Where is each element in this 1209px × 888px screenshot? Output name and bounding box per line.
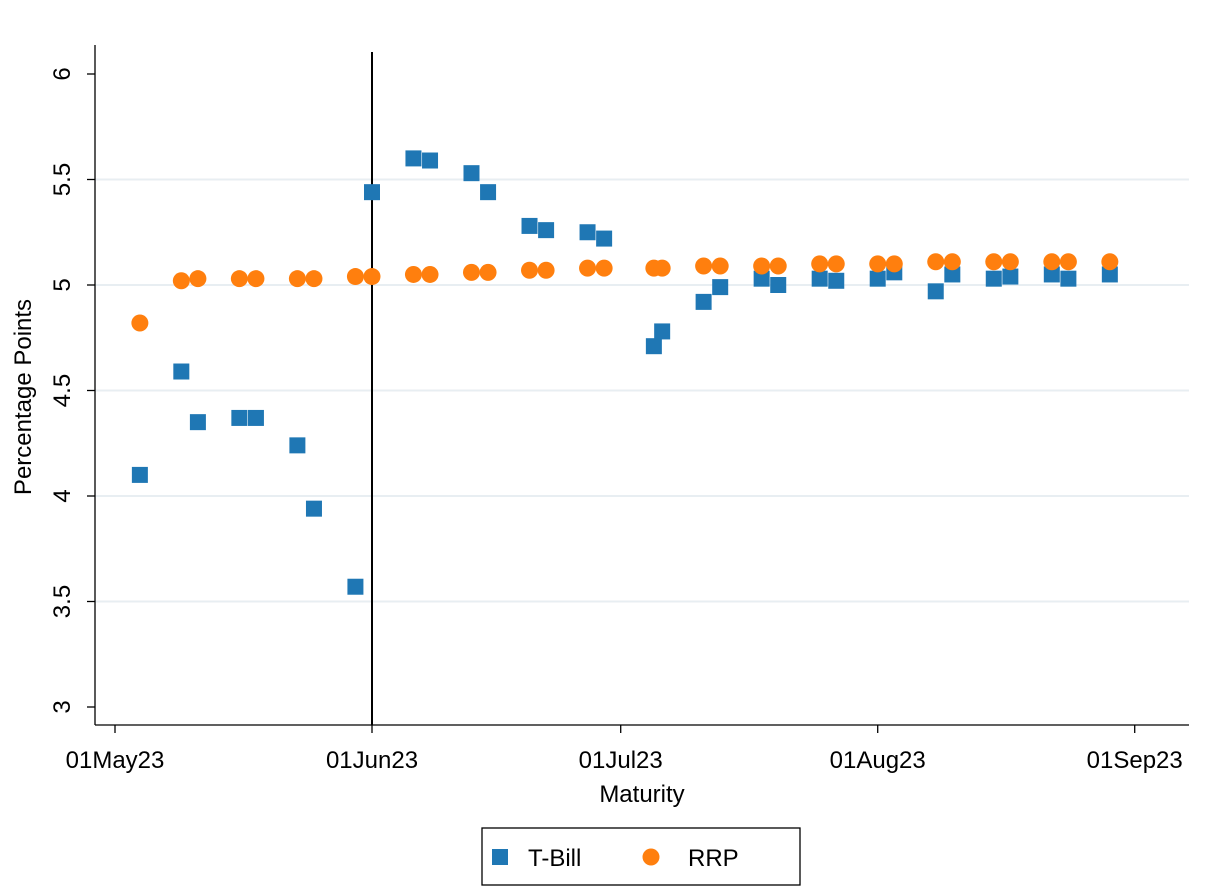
rrp-point <box>305 270 323 288</box>
rrp-point <box>595 259 613 277</box>
series-t-bill <box>131 150 1118 595</box>
rrp-point <box>943 253 961 271</box>
tbill-point <box>231 409 248 426</box>
tbill-point <box>247 409 264 426</box>
rrp-point <box>885 255 903 273</box>
y-tick-label: 3 <box>49 700 76 713</box>
tbill-point <box>645 338 662 355</box>
tbill-point <box>422 152 439 169</box>
tbill-point <box>869 270 886 287</box>
legend-tbill-label: T-Bill <box>528 845 581 872</box>
rrp-point <box>579 259 597 277</box>
tbill-point <box>463 165 480 182</box>
x-tick-label: 01Jun23 <box>326 747 418 774</box>
rrp-point <box>247 270 265 288</box>
rrp-point <box>985 253 1003 271</box>
tbill-point <box>944 266 961 283</box>
rrp-point <box>189 270 207 288</box>
tbill-point <box>131 466 148 483</box>
tbill-point <box>173 363 190 380</box>
rrp-point <box>695 257 713 275</box>
rrp-point <box>753 257 771 275</box>
legend-tbill-marker <box>492 849 508 865</box>
rrp-point <box>363 268 381 286</box>
tbill-point <box>364 184 380 201</box>
rrp-point <box>462 263 480 281</box>
rrp-point <box>811 255 829 273</box>
rrp-point <box>346 268 364 286</box>
tbill-point <box>828 272 845 289</box>
x-axis-label: Maturity <box>599 781 684 808</box>
y-tick-label: 4 <box>49 489 76 502</box>
rrp-point <box>711 257 729 275</box>
tbill-point <box>770 277 787 293</box>
y-tick-label: 5 <box>49 278 76 291</box>
tbill-point <box>654 323 671 340</box>
rrp-point <box>537 261 555 279</box>
axes <box>94 45 1189 726</box>
tbill-point <box>811 270 828 287</box>
x-tick-label: 01Aug23 <box>830 747 926 774</box>
tbill-point <box>1002 268 1019 285</box>
x-ticks: 01May23 01Jun23 01Jul23 01Aug23 01Sep23 <box>66 725 1183 774</box>
tbill-point <box>1060 270 1077 287</box>
tbill-point <box>289 437 306 454</box>
tbill-point <box>753 270 770 287</box>
tbill-point <box>596 230 613 247</box>
x-tick-label: 01May23 <box>66 747 165 774</box>
rrp-point <box>479 263 497 281</box>
legend-box <box>481 827 801 886</box>
data-points <box>131 150 1119 595</box>
rrp-point <box>653 259 671 277</box>
tbill-point <box>1043 266 1060 283</box>
rrp-point <box>827 255 845 273</box>
rrp-point <box>230 270 248 288</box>
rrp-point <box>288 270 306 288</box>
x-tick-label: 01Jul23 <box>579 747 663 774</box>
tbill-point <box>712 279 729 296</box>
tbill-point <box>405 150 422 167</box>
rrp-point <box>869 255 887 273</box>
rrp-point <box>421 265 439 283</box>
tbill-point <box>538 222 555 239</box>
tbill-point <box>927 283 944 300</box>
rrp-point <box>1059 253 1077 271</box>
grid-lines <box>95 178 1189 603</box>
y-tick-label: 6 <box>49 67 76 80</box>
legend-rrp-marker <box>642 848 660 866</box>
tbill-point <box>347 578 364 595</box>
rrp-point <box>131 314 149 332</box>
legend: T-Bill RRP <box>481 827 801 886</box>
legend-rrp-label: RRP <box>688 845 739 872</box>
tbill-point <box>305 500 322 517</box>
series-rrp <box>131 253 1119 332</box>
tbill-point <box>985 270 1002 287</box>
rrp-point <box>404 265 422 283</box>
rrp-point <box>521 261 539 279</box>
y-axis-label: Percentage Points <box>10 299 37 495</box>
y-tick-label: 3.5 <box>49 585 76 618</box>
y-tick-label: 4.5 <box>49 374 76 407</box>
rrp-point <box>1101 253 1119 271</box>
rrp-point <box>769 257 787 275</box>
tbill-point <box>480 184 497 201</box>
y-ticks: 3 3.5 4 4.5 5 5.5 6 <box>49 67 95 714</box>
y-tick-label: 5.5 <box>49 163 76 196</box>
tbill-point <box>579 224 596 241</box>
tbill-point <box>521 217 538 234</box>
rrp-point <box>1001 253 1019 271</box>
x-tick-label: 01Sep23 <box>1087 747 1183 774</box>
tbill-point <box>189 414 206 431</box>
rrp-point <box>927 253 945 271</box>
tbill-point <box>695 293 712 310</box>
rrp-point <box>172 272 190 290</box>
tbill-point <box>1101 266 1118 283</box>
rrp-point <box>1043 253 1061 271</box>
